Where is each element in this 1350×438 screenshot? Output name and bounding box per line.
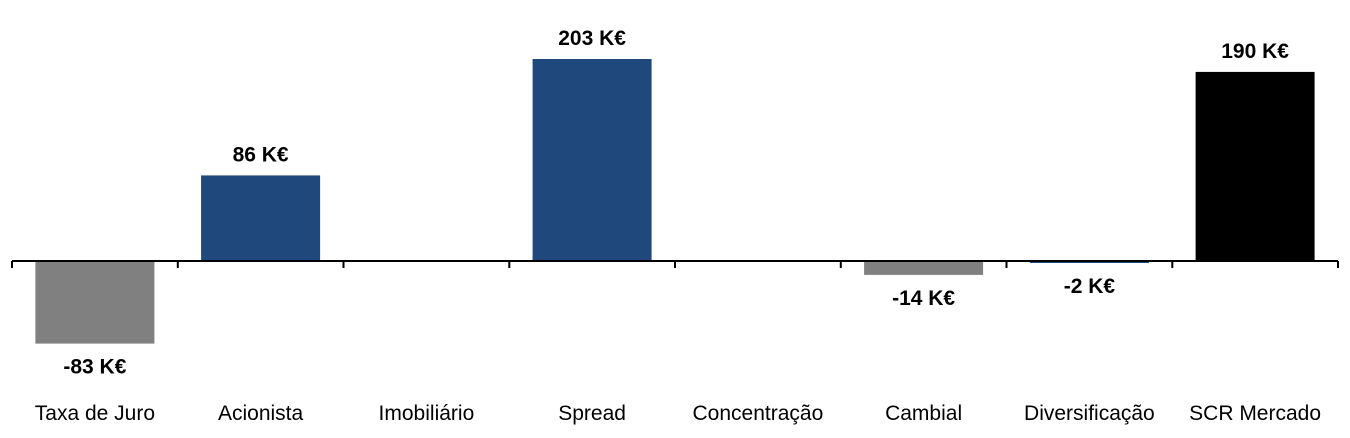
category-label-6: Diversificação [1024,402,1155,425]
data-label-0: -83 K€ [63,356,126,379]
bar-7 [1195,71,1315,262]
data-label-6: -2 K€ [1064,275,1116,298]
category-label-5: Cambial [885,402,962,425]
category-label-7: SCR Mercado [1189,402,1321,425]
x-axis [11,260,1339,268]
bar-3 [532,59,652,261]
category-label-4: Concentração [693,402,824,425]
data-label-1: 86 K€ [233,143,289,166]
bar-0 [35,261,155,344]
data-label-3: 203 K€ [558,27,626,50]
category-labels-layer: Taxa de Juro Acionista Imobiliário Spread Co… [35,402,1321,425]
bar-5 [864,261,984,275]
bar-1 [201,175,321,261]
category-label-0: Taxa de Juro [35,402,155,425]
data-label-7: 190 K€ [1221,40,1289,63]
category-label-3: Spread [558,402,626,425]
data-labels-layer: -83 K€ 86 K€ 203 K€ -14 K€ -2 K€ 190 K€ [63,27,1289,379]
data-label-5: -14 K€ [892,287,955,310]
bars-layer [35,59,1315,344]
category-label-1: Acionista [218,402,304,425]
category-label-2: Imobiliário [379,402,475,425]
